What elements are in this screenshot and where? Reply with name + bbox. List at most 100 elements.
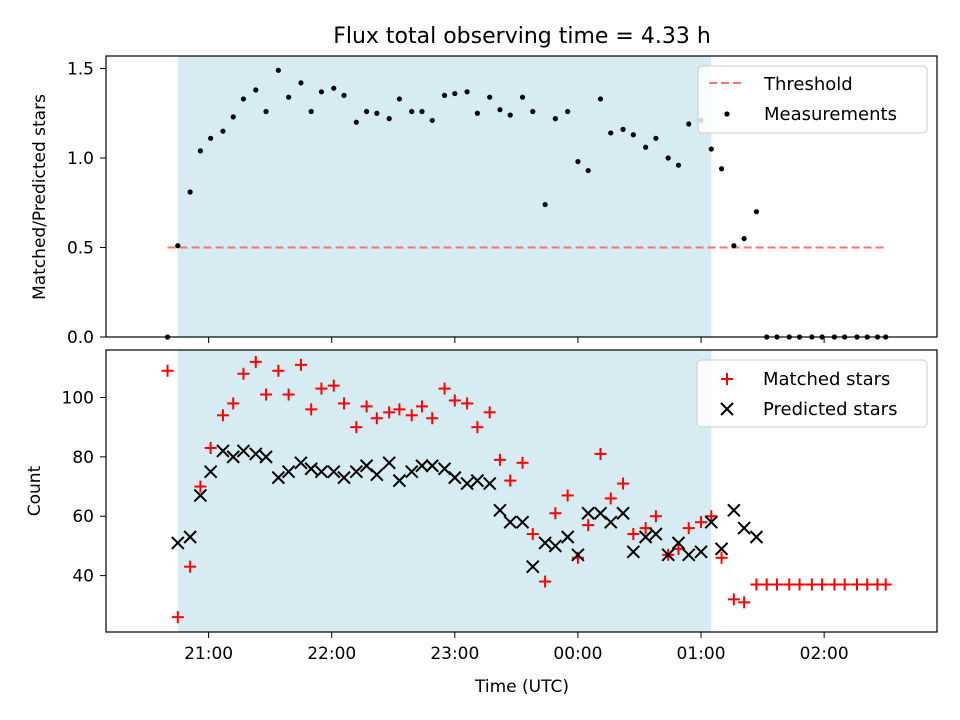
predicted-point-b bbox=[694, 545, 708, 559]
predicted-point-b bbox=[482, 476, 497, 491]
matched-point bbox=[227, 397, 240, 410]
predicted-point bbox=[737, 521, 751, 535]
measurement-point bbox=[396, 96, 403, 102]
matched-point bbox=[504, 474, 517, 487]
matched-point bbox=[539, 575, 552, 588]
measurement-point bbox=[552, 116, 558, 122]
predicted-point-b bbox=[370, 467, 384, 482]
matched-point bbox=[793, 578, 806, 591]
predicted-point bbox=[714, 542, 729, 556]
predicted-point bbox=[337, 470, 351, 485]
measurement-point bbox=[585, 167, 591, 174]
predicted-point-b bbox=[538, 536, 552, 550]
measurement-point bbox=[286, 94, 292, 100]
predicted-point bbox=[616, 506, 630, 520]
matched-point bbox=[617, 477, 630, 490]
predicted-point-b bbox=[616, 506, 630, 520]
matched-point bbox=[672, 542, 685, 555]
measurement-point bbox=[275, 67, 281, 73]
predicted-point bbox=[425, 459, 439, 473]
predicted-point-b bbox=[359, 459, 374, 473]
matched-point bbox=[516, 456, 529, 469]
matched-point bbox=[282, 388, 295, 401]
predicted-point bbox=[314, 464, 329, 479]
measurement-point bbox=[597, 96, 604, 102]
matched-point bbox=[561, 489, 574, 502]
bottom-y-tick-label: 40 bbox=[72, 567, 94, 587]
predicted-point bbox=[349, 464, 364, 479]
predicted-point bbox=[392, 473, 407, 488]
measurement-point bbox=[331, 85, 337, 91]
predicted-point-b bbox=[304, 462, 318, 476]
matched-point bbox=[194, 480, 207, 493]
predicted-point bbox=[649, 527, 663, 541]
measurement-point bbox=[220, 128, 226, 134]
measurement-point bbox=[386, 116, 392, 122]
matched-point bbox=[405, 409, 418, 422]
measurement-point bbox=[665, 155, 671, 161]
measurements-legend-swatch bbox=[724, 111, 730, 117]
bottom-legend-box bbox=[696, 359, 928, 428]
measurement-point bbox=[608, 130, 614, 136]
predicted-point bbox=[704, 515, 719, 529]
predicted-point-b bbox=[183, 530, 197, 544]
predicted-point-b bbox=[626, 545, 641, 559]
predicted-point-b bbox=[314, 464, 329, 479]
predicted-point-b bbox=[448, 470, 462, 485]
predicted-point-b bbox=[236, 444, 251, 458]
predicted-point-b bbox=[581, 506, 595, 520]
top-observing-window bbox=[177, 56, 712, 337]
matched-point bbox=[783, 578, 796, 591]
matched-point bbox=[627, 528, 640, 541]
predicted-point bbox=[470, 473, 485, 488]
bottom-y-axis-ticks: 40 60 80 100 bbox=[62, 388, 106, 587]
measurement-point bbox=[197, 148, 203, 154]
x-tick-label: 01:00 bbox=[677, 644, 726, 664]
matched-point bbox=[327, 379, 340, 392]
predicted-point-b bbox=[425, 459, 439, 473]
measurement-point bbox=[542, 201, 548, 208]
predicted-point-b bbox=[259, 450, 273, 464]
measurement-point bbox=[753, 209, 760, 215]
matched-point bbox=[360, 400, 373, 413]
predicted-point bbox=[671, 536, 686, 550]
matched-point bbox=[493, 453, 506, 466]
predicted-point bbox=[294, 456, 308, 470]
matched-point bbox=[438, 382, 451, 395]
matched-point bbox=[861, 578, 874, 591]
predicted-point bbox=[203, 464, 218, 479]
bottom-y-tick-label: 60 bbox=[72, 507, 94, 527]
predicted-point bbox=[727, 503, 741, 518]
measurement-point bbox=[341, 92, 347, 98]
predicted-point bbox=[571, 548, 585, 562]
top-x-axis-ticks bbox=[208, 337, 825, 343]
predicted-point-b bbox=[661, 548, 675, 562]
predicted-point bbox=[448, 470, 462, 485]
predicted-point bbox=[526, 559, 540, 574]
top-legend-box bbox=[697, 65, 928, 134]
x-tick-label: 02:00 bbox=[800, 644, 849, 664]
predicted-point bbox=[304, 462, 318, 476]
measurement-point bbox=[298, 80, 304, 86]
matched-point bbox=[727, 593, 740, 606]
measurement-point bbox=[575, 158, 581, 165]
matched-point bbox=[526, 528, 539, 541]
matched-point bbox=[483, 406, 496, 419]
matched-point bbox=[879, 578, 892, 591]
predicted-point-b bbox=[571, 548, 585, 562]
predicted-point-b bbox=[749, 530, 764, 544]
matched-point bbox=[272, 364, 285, 377]
predicted-point-b bbox=[171, 536, 185, 550]
predicted-point bbox=[493, 503, 507, 518]
predicted-point bbox=[183, 530, 197, 544]
predicted-point-b bbox=[249, 447, 263, 461]
bottom-plot-frame bbox=[105, 349, 938, 633]
matched-point bbox=[249, 355, 262, 368]
predicted-point-b bbox=[281, 464, 296, 479]
measurement-point bbox=[318, 89, 325, 95]
matched-point bbox=[682, 522, 695, 535]
measurement-point bbox=[363, 108, 370, 115]
matched-point bbox=[260, 388, 273, 401]
matched-point bbox=[604, 492, 617, 505]
predicted-point-b bbox=[470, 473, 485, 488]
